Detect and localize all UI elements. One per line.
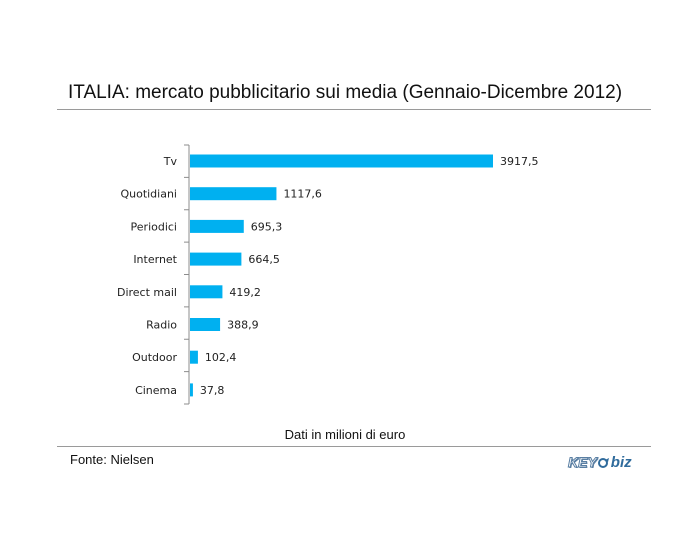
source-note: Fonte: Nielsen <box>70 452 154 467</box>
keybiz-logo: KEY biz <box>568 453 632 471</box>
bar-direct-mail <box>190 285 223 299</box>
chart-title: ITALIA: mercato pubblicitario sui media … <box>67 82 623 103</box>
value-labels: 3917,5 1117,6 695,3 664,5 419,2 388,9 102,4 37,… <box>200 155 539 397</box>
logo-key-text: KEY <box>568 454 598 471</box>
top-divider <box>57 109 651 110</box>
category-labels: Tv Quotidiani Periodici Internet Direct mail… <box>117 155 178 397</box>
bar-periodici <box>190 219 244 233</box>
value-label: 388,9 <box>227 319 259 332</box>
logo-biz-text: biz <box>610 453 632 471</box>
value-label: 1117,6 <box>283 188 322 201</box>
bottom-divider <box>57 446 651 447</box>
category-label: Radio <box>146 319 177 332</box>
x-axis-label: Dati in milioni di euro <box>284 427 406 442</box>
category-label: Outdoor <box>132 351 177 364</box>
value-label: 37,8 <box>200 384 225 397</box>
bar-outdoor <box>190 350 198 364</box>
bar-cinema <box>190 383 193 397</box>
value-label: 3917,5 <box>500 155 539 168</box>
value-label: 419,2 <box>229 286 261 299</box>
bar-quotidiani <box>190 187 277 201</box>
bar-internet <box>190 252 242 266</box>
bars <box>190 154 493 397</box>
category-label: Tv <box>163 155 178 168</box>
bar-radio <box>190 318 221 331</box>
value-label: 102,4 <box>205 351 237 364</box>
value-label: 695,3 <box>251 220 282 233</box>
value-label: 664,5 <box>248 253 280 266</box>
bar-tv <box>190 154 493 168</box>
category-label: Periodici <box>131 220 177 233</box>
category-label: Cinema <box>135 384 177 397</box>
y-axis-ticks <box>184 144 189 405</box>
category-label: Internet <box>133 253 177 266</box>
category-label: Direct mail <box>117 286 177 299</box>
logo-mark-icon <box>597 456 610 468</box>
category-label: Quotidiani <box>120 188 177 201</box>
